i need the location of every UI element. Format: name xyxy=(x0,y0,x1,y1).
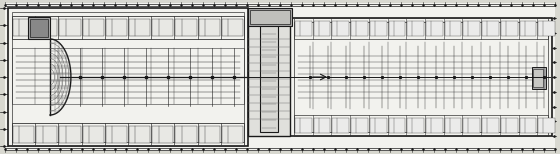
Bar xyxy=(129,19,150,36)
Bar xyxy=(36,19,58,36)
Bar xyxy=(59,19,81,36)
Bar xyxy=(250,10,290,24)
Bar xyxy=(501,21,517,36)
Bar xyxy=(351,21,368,36)
Bar xyxy=(12,16,244,39)
Bar xyxy=(464,21,480,36)
Bar xyxy=(370,118,386,133)
Bar xyxy=(445,118,461,133)
Bar xyxy=(426,118,443,133)
Bar xyxy=(426,21,443,36)
Bar xyxy=(294,18,548,39)
Bar xyxy=(13,19,34,36)
Bar xyxy=(314,118,330,133)
Bar xyxy=(538,21,555,36)
Bar xyxy=(464,118,480,133)
Bar xyxy=(152,19,174,36)
Bar xyxy=(333,118,349,133)
Bar xyxy=(482,21,499,36)
Bar xyxy=(222,19,243,36)
Bar xyxy=(175,19,197,36)
Bar xyxy=(36,126,58,143)
Bar xyxy=(520,21,536,36)
Bar xyxy=(30,19,48,37)
Bar xyxy=(152,126,174,143)
Bar xyxy=(445,21,461,36)
Bar xyxy=(389,21,405,36)
Bar xyxy=(314,21,330,36)
Bar xyxy=(389,118,405,133)
Bar xyxy=(290,18,552,136)
Bar xyxy=(248,18,290,136)
Bar xyxy=(333,21,349,36)
Bar xyxy=(106,126,127,143)
Bar xyxy=(532,67,546,89)
Bar xyxy=(222,126,243,143)
Bar xyxy=(294,22,548,132)
Bar xyxy=(295,118,312,133)
Bar xyxy=(83,19,104,36)
Bar xyxy=(106,19,127,36)
Bar xyxy=(199,19,220,36)
Bar xyxy=(8,8,248,146)
Bar xyxy=(12,123,244,146)
Bar xyxy=(370,21,386,36)
Bar xyxy=(12,12,244,142)
Bar xyxy=(407,21,424,36)
Bar xyxy=(12,48,244,104)
Bar xyxy=(351,118,368,133)
Bar xyxy=(482,118,499,133)
Bar xyxy=(199,126,220,143)
Bar xyxy=(520,118,536,133)
Bar xyxy=(501,118,517,133)
Bar xyxy=(175,126,197,143)
Bar xyxy=(295,21,312,36)
Bar xyxy=(83,126,104,143)
Bar xyxy=(59,126,81,143)
Bar xyxy=(248,8,292,26)
Bar xyxy=(407,118,424,133)
Bar xyxy=(533,69,543,87)
Bar xyxy=(538,118,555,133)
Bar xyxy=(129,126,150,143)
Bar xyxy=(28,17,50,39)
Bar xyxy=(13,126,34,143)
Bar xyxy=(294,115,548,136)
Bar xyxy=(260,22,278,132)
